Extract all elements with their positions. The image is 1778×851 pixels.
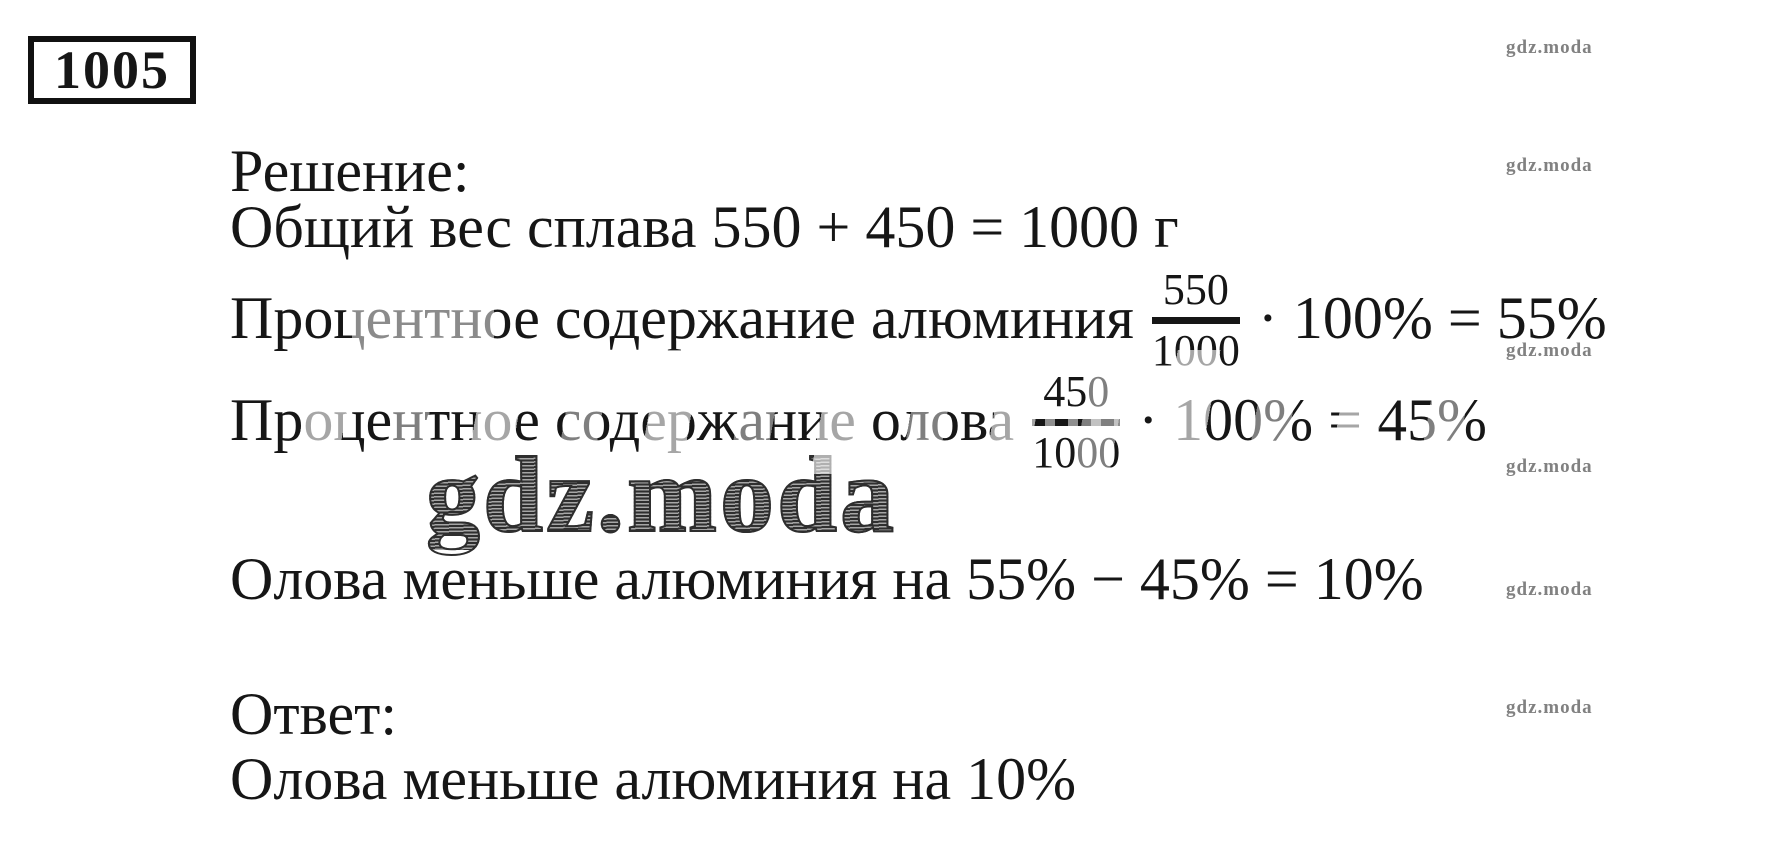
small-watermark: gdz.moda	[1506, 155, 1593, 176]
aluminum-line-result: · 100% = 55%	[1257, 284, 1607, 351]
tin-line-text: Процентное содержание олова	[230, 386, 1015, 453]
tin-line-result: · 100% = 45%	[1138, 386, 1487, 453]
small-watermark: gdz.moda	[1506, 456, 1593, 477]
small-watermark: gdz.moda	[1506, 697, 1593, 718]
answer-text: Олова меньше алюминия на 10%	[230, 746, 1077, 812]
small-watermark: gdz.moda	[1506, 37, 1593, 58]
fraction-bar	[1151, 316, 1240, 324]
answer-heading: Ответ:	[230, 681, 398, 747]
problem-number: 1005	[54, 40, 170, 100]
aluminum-fraction: 550 1000	[1151, 264, 1240, 374]
solution-heading: Решение:	[230, 138, 470, 204]
aluminum-percentage-line: Процентное содержание алюминия 550 1000 …	[230, 262, 1607, 374]
total-weight-line: Общий вес сплава 550 + 450 = 1000 г	[230, 194, 1179, 260]
problem-number-box: 1005	[28, 36, 196, 104]
tin-percentage-line: Процентное содержание олова 450 1000 · 1…	[230, 364, 1487, 476]
fraction-bar	[1032, 418, 1121, 426]
difference-line: Олова меньше алюминия на 55% − 45% = 10%	[230, 546, 1424, 612]
fraction-numerator: 550	[1162, 264, 1229, 314]
fraction-numerator: 450	[1043, 366, 1110, 416]
fraction-denominator: 1000	[1032, 427, 1121, 477]
tin-fraction: 450 1000	[1032, 366, 1121, 477]
aluminum-line-text: Процентное содержание алюминия	[230, 284, 1134, 351]
small-watermark: gdz.moda	[1506, 340, 1593, 361]
small-watermark: gdz.moda	[1506, 579, 1593, 600]
